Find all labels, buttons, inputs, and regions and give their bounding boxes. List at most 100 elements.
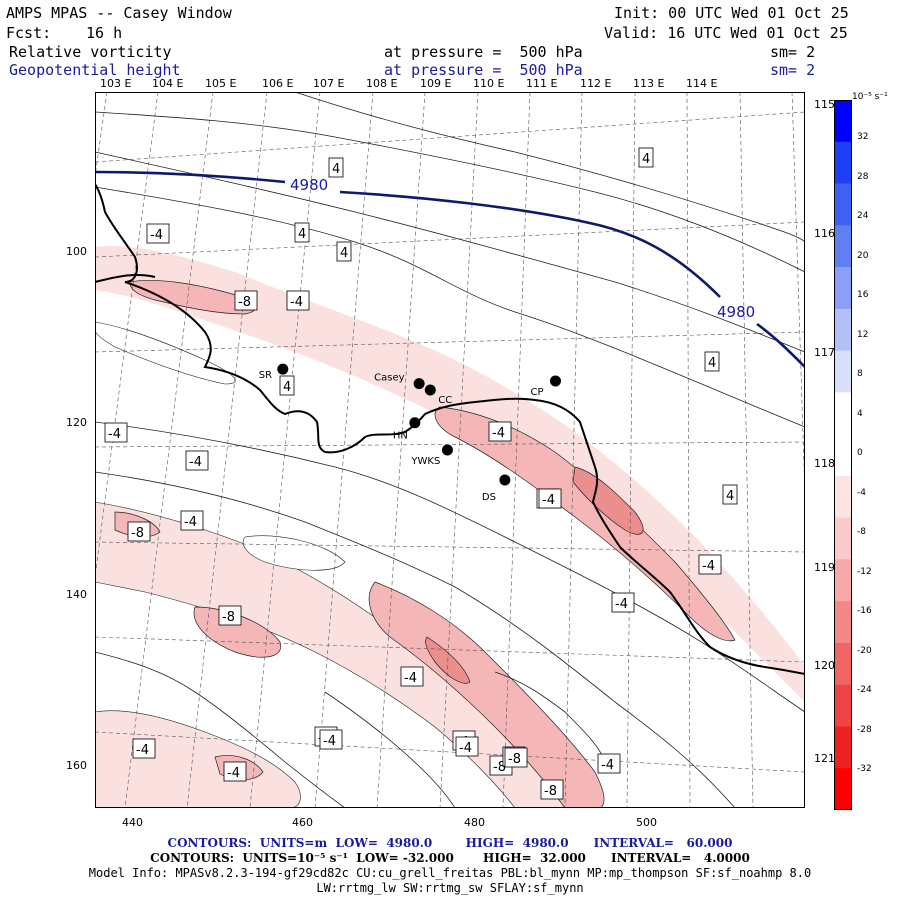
map-title: AMPS MPAS -- Casey Window: [6, 4, 232, 22]
colorbar-swatch: [834, 225, 852, 268]
shade-band-north-mid: [129, 280, 256, 315]
vorticity-contour-label: -4: [601, 758, 614, 773]
colorbar-unit: 10⁻⁵ s⁻¹: [852, 92, 888, 102]
vorticity-label-box: [234, 290, 258, 311]
field2-level: at pressure = 500 hPa: [384, 61, 583, 79]
height-contour-label: 4980: [717, 303, 755, 321]
vorticity-contour-label: -4: [323, 734, 336, 749]
top-lon-label: 111 E: [526, 77, 558, 90]
vorticity-contour-label: -4: [615, 597, 628, 612]
vorticity-contour-label: -4: [136, 743, 149, 758]
station-marker: [413, 378, 425, 390]
station-label: SR: [259, 370, 272, 381]
vorticity-label-box: [319, 729, 343, 750]
vorticity-label-box: [611, 592, 635, 613]
top-lon-label: 106 E: [262, 77, 294, 90]
top-lon-label: 112 E: [580, 77, 612, 90]
vorticity-contour-label: -4: [459, 741, 472, 756]
station-marker: [277, 363, 289, 375]
top-lon-label: 107 E: [313, 77, 345, 90]
vorticity-contours: [95, 92, 805, 808]
station-label: YWKS: [410, 456, 440, 467]
vorticity-label-box: [336, 241, 352, 262]
coastline: [95, 183, 805, 675]
top-lon-label: 113 E: [633, 77, 665, 90]
vorticity-label-box: [597, 753, 621, 774]
init-time: Init: 00 UTC Wed 01 Oct 25: [614, 4, 849, 22]
vorticity-label-box: [132, 738, 156, 759]
colorbar-label: -12: [857, 566, 872, 577]
vorticity-label-box: [488, 421, 512, 442]
forecast-label: Fcst:: [6, 24, 52, 42]
colorbar-label: -16: [857, 606, 872, 616]
colorbar-label: -28: [857, 724, 872, 735]
field1-smoothing: sm= 2: [770, 43, 816, 61]
footer-height-contours: CONTOURS: UNITS=m LOW= 4980.0 HIGH= 4980…: [167, 836, 733, 850]
colorbar-swatch: [834, 100, 852, 143]
colorbar-swatch: [834, 308, 852, 352]
colorbar-swatch: [834, 517, 852, 560]
graticule: [95, 92, 805, 808]
colorbar-label: 28: [857, 171, 869, 182]
vorticity-label-box: [400, 666, 424, 687]
vorticity-label-box: [279, 375, 295, 396]
station-label: CC: [438, 395, 452, 406]
station-marker: [441, 444, 453, 456]
colorbar-label: -4: [857, 487, 866, 498]
colorbar-swatch: [834, 350, 852, 393]
vorticity-contour-label: 4: [283, 380, 291, 395]
station-label: Casey: [374, 373, 404, 384]
contour-labels: 4980 4980 4 4 4 4 4 4 4 -4 -8 -4 -4 -4 -4 -4 -8 -4 -8 -8 -4 -…: [104, 147, 755, 800]
vorticity-contour-label: -8: [222, 610, 235, 625]
top-lon-label: 110 E: [473, 77, 505, 90]
vorticity-contour-label: -8: [131, 526, 144, 541]
footer-model-info: Model Info: MPASv8.2.3-194-gf29cd82c CU:…: [88, 866, 812, 880]
vorticity-label-box: [104, 422, 128, 443]
vorticity-contour-label: 4: [726, 489, 734, 504]
vorticity-contour-label: -8: [238, 295, 251, 310]
x-tick-label: 440: [122, 816, 143, 829]
vorticity-label-box: [127, 521, 151, 542]
vorticity-label-box: [294, 222, 310, 243]
vorticity-contour-label: -4: [492, 426, 505, 441]
colorbar-swatch: [834, 141, 852, 185]
station-label: HN: [393, 431, 408, 442]
colorbar-swatch: [834, 559, 852, 602]
x-tick-label: 500: [636, 816, 657, 829]
vorticity-map: 4980 4980 4 4 4 4 4 4 4 -4 -8 -4 -4 -4 -4 -4 -8 -4 -8 -8 -4 -…: [95, 92, 805, 808]
colorbar-swatch: [834, 768, 852, 810]
vorticity-label-box: [638, 147, 654, 168]
vorticity-contour-label: -4: [227, 766, 240, 781]
top-lon-label: 105 E: [205, 77, 237, 90]
vorticity-label-box: [328, 157, 344, 178]
field1-name: Relative vorticity: [9, 43, 172, 61]
colorbar-swatch: [834, 684, 852, 727]
x-tick-label: 460: [292, 816, 313, 829]
vorticity-contour-label: 4: [642, 152, 650, 167]
vorticity-contour-label: 4: [708, 356, 716, 371]
vorticity-label-box: [223, 761, 247, 782]
colorbar-label: 24: [857, 211, 869, 221]
x-tick-label: 480: [464, 816, 485, 829]
colorbar-swatch: [834, 475, 852, 519]
vorticity-label-box: [540, 779, 564, 800]
colorbar-label: 12: [857, 329, 869, 340]
vorticity-contour-label: -4: [290, 295, 303, 310]
station-marker: [499, 474, 511, 486]
colorbar-label: -8: [857, 527, 866, 537]
vorticity-label-box: [185, 450, 209, 471]
station-marker: [549, 375, 561, 387]
colorbar-label: 32: [857, 132, 869, 142]
vorticity-label-box: [698, 554, 722, 575]
stations: SR Casey CC CP HN YWKS DS: [259, 363, 561, 503]
field2-smoothing: sm= 2: [770, 61, 816, 79]
y-tick-label: 120: [66, 416, 87, 429]
shade-ridge-east-dark: [572, 466, 644, 535]
vorticity-contour-label: -8: [544, 784, 557, 799]
colorbar-swatch: [834, 726, 852, 769]
vorticity-contour-label: -4: [702, 559, 715, 574]
geopotential-height-contour: [95, 170, 805, 368]
vorticity-contour-label: -8: [508, 752, 521, 767]
vorticity-contour-label: -4: [404, 671, 417, 686]
colorbar: [834, 100, 852, 810]
